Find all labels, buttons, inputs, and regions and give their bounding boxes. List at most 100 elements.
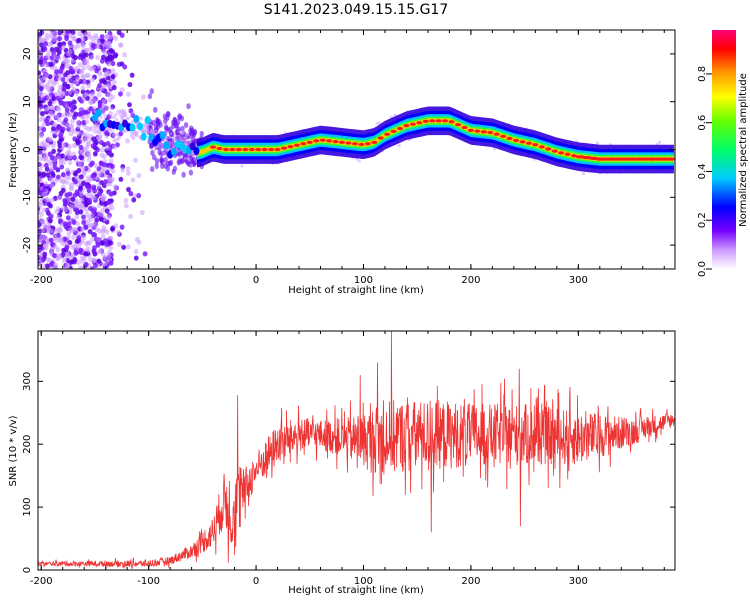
heatmap-peak-blob	[558, 151, 565, 155]
heatmap-noise	[88, 46, 93, 53]
heatmap-noise	[81, 131, 87, 137]
heatmap-noise	[63, 223, 69, 230]
heatmap-noise	[56, 155, 61, 161]
heatmap-xtick-label: -100	[137, 275, 160, 286]
heatmap-noise	[131, 197, 137, 203]
heatmap-halo	[146, 128, 150, 132]
heatmap-noise	[74, 214, 80, 220]
heatmap-peak-blob	[242, 147, 249, 152]
snr-ytick-label: 0	[22, 567, 33, 573]
heatmap-peak-blob	[293, 143, 300, 147]
heatmap-noise	[181, 171, 186, 178]
heatmap-noise	[119, 224, 125, 230]
heatmap-halo	[657, 140, 662, 144]
heatmap-noise	[38, 171, 43, 177]
heatmap-ytick-label: -10	[22, 189, 33, 205]
heatmap-noise	[80, 180, 86, 186]
heatmap-noise	[103, 40, 109, 46]
heatmap-noise	[104, 241, 109, 247]
heatmap-noise	[106, 214, 112, 221]
heatmap-noise	[90, 65, 96, 71]
heatmap-halo	[153, 129, 158, 133]
heatmap-noise	[85, 72, 91, 78]
heatmap-noise	[139, 209, 145, 216]
heatmap-noise	[79, 68, 85, 74]
heatmap-noise	[68, 181, 74, 188]
heatmap-noise	[75, 77, 81, 83]
heatmap-noise	[91, 136, 97, 142]
heatmap-halo	[160, 142, 164, 147]
heatmap-halo	[165, 130, 169, 134]
heatmap-noise	[83, 261, 89, 268]
heatmap-noise	[93, 163, 99, 169]
heatmap-noise	[88, 205, 93, 212]
heatmap-noise	[55, 206, 61, 212]
heatmap-noise	[74, 90, 79, 96]
heatmap-noise	[127, 102, 132, 108]
heatmap-noise	[78, 144, 84, 150]
heatmap-noise	[49, 228, 54, 234]
heatmap-noise	[154, 162, 159, 169]
heatmap-noise	[133, 255, 139, 261]
heatmap-noise	[47, 100, 53, 107]
heatmap-noise	[79, 197, 85, 203]
heatmap-noise	[65, 51, 71, 57]
heatmap-noise	[76, 130, 81, 137]
heatmap-noise	[58, 133, 64, 139]
heatmap-peak-blob	[268, 147, 275, 152]
heatmap-noise	[44, 157, 49, 163]
heatmap-noise	[91, 185, 96, 191]
heatmap-noise	[106, 199, 112, 206]
heatmap-noise	[60, 44, 66, 50]
heatmap-noise	[64, 90, 70, 97]
heatmap-ridge-blob	[170, 147, 177, 156]
heatmap-peak-blob	[313, 139, 320, 143]
heatmap-noise	[42, 251, 48, 257]
heatmap-noise	[136, 172, 142, 179]
heatmap-noise	[43, 196, 49, 202]
heatmap-halo	[183, 156, 187, 160]
heatmap-noise	[110, 68, 116, 74]
heatmap-noise	[41, 187, 47, 193]
heatmap-noise	[83, 251, 89, 257]
heatmap-noise	[71, 99, 77, 105]
heatmap-noise	[81, 137, 87, 144]
heatmap-noise	[45, 257, 51, 263]
colorbar: 0.0 0.2 0.4 0.6 0.8 Normalized spectral ampl…	[697, 30, 749, 277]
heatmap-noise	[44, 106, 50, 112]
heatmap-noise	[188, 169, 194, 176]
heatmap-peak-blob	[210, 145, 217, 149]
heatmap-noise	[41, 150, 47, 156]
heatmap-noise	[51, 37, 57, 43]
heatmap-noise	[118, 91, 123, 97]
heatmap-halo	[113, 113, 118, 117]
heatmap-halo	[240, 164, 244, 168]
heatmap-noise	[106, 61, 111, 67]
heatmap-peak-blob	[500, 134, 507, 138]
heatmap-noise	[38, 59, 44, 65]
heatmap-noise	[63, 112, 69, 118]
heatmap-noise	[44, 118, 49, 124]
heatmap-noise	[125, 244, 131, 250]
heatmap-noise	[179, 115, 185, 122]
heatmap-noise	[102, 167, 107, 173]
heatmap-halo	[120, 115, 124, 119]
heatmap-noise	[51, 95, 57, 102]
heatmap-noise	[127, 81, 133, 88]
heatmap-noise	[97, 249, 103, 255]
heatmap-noise	[61, 258, 67, 264]
heatmap-noise	[66, 231, 72, 237]
snr-ytick-label: 300	[22, 372, 33, 391]
heatmap-noise	[48, 137, 54, 143]
heatmap-halo	[180, 130, 185, 135]
heatmap-noise	[57, 30, 63, 36]
heatmap-noise	[73, 111, 79, 117]
heatmap-noise	[126, 170, 131, 176]
heatmap-noise	[75, 221, 81, 227]
heatmap-halo	[168, 136, 172, 140]
heatmap-noise	[87, 34, 93, 40]
heatmap-noise	[85, 113, 91, 119]
heatmap-noise	[76, 37, 82, 43]
heatmap-noise	[96, 130, 102, 136]
heatmap-peak-blob	[519, 140, 526, 144]
